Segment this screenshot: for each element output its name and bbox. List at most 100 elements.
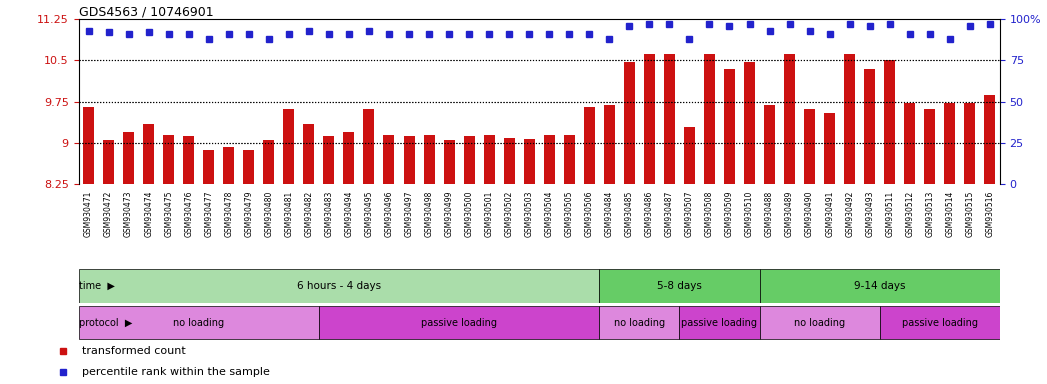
Text: GSM930506: GSM930506 bbox=[585, 190, 594, 237]
Text: GSM930505: GSM930505 bbox=[564, 190, 574, 237]
Bar bbox=[604, 104, 615, 384]
Text: GSM930482: GSM930482 bbox=[305, 190, 313, 237]
Bar bbox=[163, 135, 174, 384]
Bar bbox=[599, 306, 680, 339]
Bar bbox=[383, 135, 395, 384]
Text: transformed count: transformed count bbox=[82, 346, 185, 356]
Bar bbox=[704, 54, 715, 384]
Bar bbox=[79, 270, 599, 303]
Text: 6 hours - 4 days: 6 hours - 4 days bbox=[297, 281, 381, 291]
Text: GSM930489: GSM930489 bbox=[785, 190, 794, 237]
Text: passive loading: passive loading bbox=[421, 318, 497, 328]
Text: GSM930484: GSM930484 bbox=[605, 190, 614, 237]
Bar bbox=[263, 140, 274, 384]
Bar bbox=[624, 61, 634, 384]
Text: GSM930495: GSM930495 bbox=[364, 190, 374, 237]
Bar bbox=[424, 135, 435, 384]
Text: GSM930514: GSM930514 bbox=[945, 190, 954, 237]
Bar bbox=[759, 306, 879, 339]
Text: GSM930498: GSM930498 bbox=[424, 190, 433, 237]
Bar bbox=[403, 136, 415, 384]
Text: GSM930513: GSM930513 bbox=[926, 190, 934, 237]
Bar bbox=[664, 54, 675, 384]
Text: passive loading: passive loading bbox=[901, 318, 978, 328]
Bar bbox=[83, 107, 94, 384]
Bar bbox=[243, 150, 254, 384]
Bar bbox=[599, 270, 759, 303]
Bar bbox=[464, 136, 474, 384]
Text: GSM930491: GSM930491 bbox=[825, 190, 834, 237]
Text: GSM930473: GSM930473 bbox=[125, 190, 133, 237]
Text: GSM930515: GSM930515 bbox=[965, 190, 975, 237]
Bar bbox=[143, 124, 154, 384]
Text: GSM930483: GSM930483 bbox=[325, 190, 333, 237]
Bar bbox=[343, 132, 355, 384]
Bar bbox=[484, 135, 494, 384]
Text: GSM930508: GSM930508 bbox=[705, 190, 714, 237]
Bar bbox=[680, 306, 759, 339]
Text: GSM930493: GSM930493 bbox=[865, 190, 874, 237]
Bar bbox=[203, 150, 215, 384]
Text: GSM930478: GSM930478 bbox=[224, 190, 233, 237]
Bar bbox=[223, 147, 235, 384]
Text: GSM930476: GSM930476 bbox=[184, 190, 194, 237]
Bar bbox=[885, 61, 895, 384]
Text: GSM930504: GSM930504 bbox=[544, 190, 554, 237]
Text: GSM930475: GSM930475 bbox=[164, 190, 173, 237]
Text: GSM930502: GSM930502 bbox=[505, 190, 514, 237]
Bar bbox=[759, 270, 1000, 303]
Bar bbox=[284, 109, 294, 384]
Bar bbox=[319, 306, 599, 339]
Bar bbox=[804, 109, 816, 384]
Bar bbox=[925, 109, 935, 384]
Bar bbox=[644, 54, 654, 384]
Text: GSM930497: GSM930497 bbox=[404, 190, 414, 237]
Text: GSM930485: GSM930485 bbox=[625, 190, 633, 237]
Bar bbox=[304, 124, 314, 384]
Bar bbox=[363, 109, 375, 384]
Bar bbox=[504, 137, 515, 384]
Text: no loading: no loading bbox=[173, 318, 224, 328]
Text: time  ▶: time ▶ bbox=[79, 281, 114, 291]
Text: GSM930501: GSM930501 bbox=[485, 190, 493, 237]
Bar bbox=[563, 135, 575, 384]
Text: GSM930472: GSM930472 bbox=[104, 190, 113, 237]
Text: GSM930488: GSM930488 bbox=[765, 190, 774, 237]
Text: GSM930512: GSM930512 bbox=[906, 190, 914, 237]
Text: 5-8 days: 5-8 days bbox=[656, 281, 701, 291]
Text: GSM930511: GSM930511 bbox=[885, 190, 894, 237]
Text: protocol  ▶: protocol ▶ bbox=[79, 318, 132, 328]
Bar bbox=[824, 113, 836, 384]
Text: GSM930477: GSM930477 bbox=[204, 190, 214, 237]
Text: GSM930479: GSM930479 bbox=[244, 190, 253, 237]
Bar bbox=[684, 127, 695, 384]
Bar bbox=[584, 107, 595, 384]
Text: GSM930480: GSM930480 bbox=[264, 190, 273, 237]
Text: GSM930510: GSM930510 bbox=[745, 190, 754, 237]
Text: no loading: no loading bbox=[794, 318, 845, 328]
Bar bbox=[324, 136, 334, 384]
Text: 9-14 days: 9-14 days bbox=[854, 281, 906, 291]
Text: GSM930500: GSM930500 bbox=[465, 190, 473, 237]
Bar bbox=[879, 306, 1000, 339]
Bar bbox=[944, 103, 955, 384]
Bar bbox=[964, 103, 976, 384]
Text: GSM930503: GSM930503 bbox=[525, 190, 534, 237]
Text: GSM930496: GSM930496 bbox=[384, 190, 394, 237]
Bar bbox=[864, 69, 875, 384]
Text: GDS4563 / 10746901: GDS4563 / 10746901 bbox=[79, 5, 214, 18]
Text: GSM930487: GSM930487 bbox=[665, 190, 674, 237]
Text: GSM930494: GSM930494 bbox=[344, 190, 354, 237]
Bar bbox=[844, 54, 855, 384]
Text: GSM930471: GSM930471 bbox=[84, 190, 93, 237]
Text: GSM930481: GSM930481 bbox=[285, 190, 293, 237]
Text: passive loading: passive loading bbox=[682, 318, 757, 328]
Bar bbox=[744, 61, 755, 384]
Text: GSM930474: GSM930474 bbox=[144, 190, 153, 237]
Text: no loading: no loading bbox=[614, 318, 665, 328]
Text: GSM930490: GSM930490 bbox=[805, 190, 815, 237]
Text: GSM930492: GSM930492 bbox=[845, 190, 854, 237]
Text: GSM930507: GSM930507 bbox=[685, 190, 694, 237]
Bar bbox=[543, 135, 555, 384]
Text: GSM930499: GSM930499 bbox=[445, 190, 453, 237]
